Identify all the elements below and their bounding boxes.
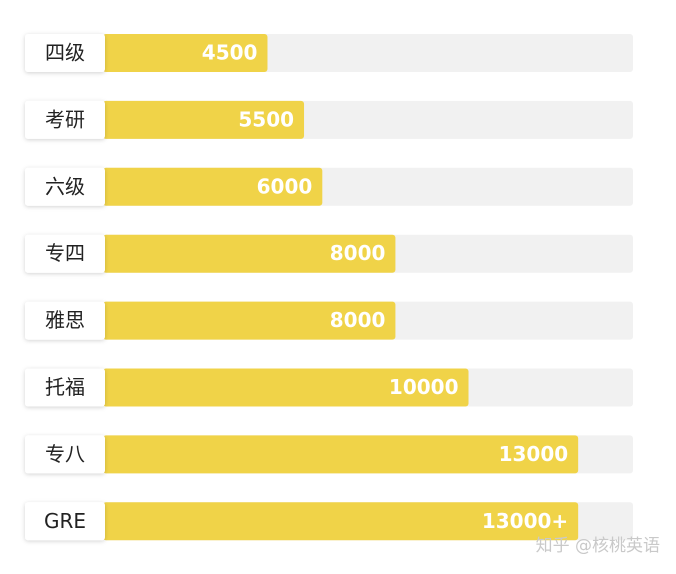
category-label: 雅思	[45, 308, 85, 332]
category-label: 专八	[45, 442, 85, 466]
watermark: 知乎 @核桃英语	[536, 536, 660, 556]
category-label: 六级	[45, 174, 85, 198]
category-box	[25, 301, 105, 340]
value-label: 13000	[499, 442, 569, 466]
bar	[103, 368, 469, 407]
category-box	[25, 100, 105, 139]
category-box	[25, 502, 105, 541]
value-label: 5500	[238, 107, 294, 131]
bar	[103, 301, 396, 340]
category-label: 专四	[45, 241, 85, 265]
bar	[103, 234, 396, 273]
category-box	[25, 435, 105, 474]
bar	[103, 435, 579, 474]
category-label: 托福	[45, 375, 85, 399]
bar	[103, 34, 268, 72]
category-box	[25, 34, 105, 72]
category-box	[25, 167, 105, 206]
category-box	[25, 368, 105, 407]
category-label: 四级	[45, 41, 85, 65]
value-label: 6000	[257, 174, 313, 198]
value-label: 8000	[330, 308, 386, 332]
category-label: GRE	[44, 509, 86, 533]
bar	[103, 167, 323, 206]
value-label: 4500	[202, 41, 258, 65]
bar	[103, 502, 579, 541]
bar	[103, 100, 305, 139]
value-label: 8000	[330, 241, 386, 265]
value-label: 10000	[389, 375, 459, 399]
value-label: 13000+	[482, 509, 568, 533]
category-box	[25, 234, 105, 273]
category-label: 考研	[45, 107, 85, 131]
